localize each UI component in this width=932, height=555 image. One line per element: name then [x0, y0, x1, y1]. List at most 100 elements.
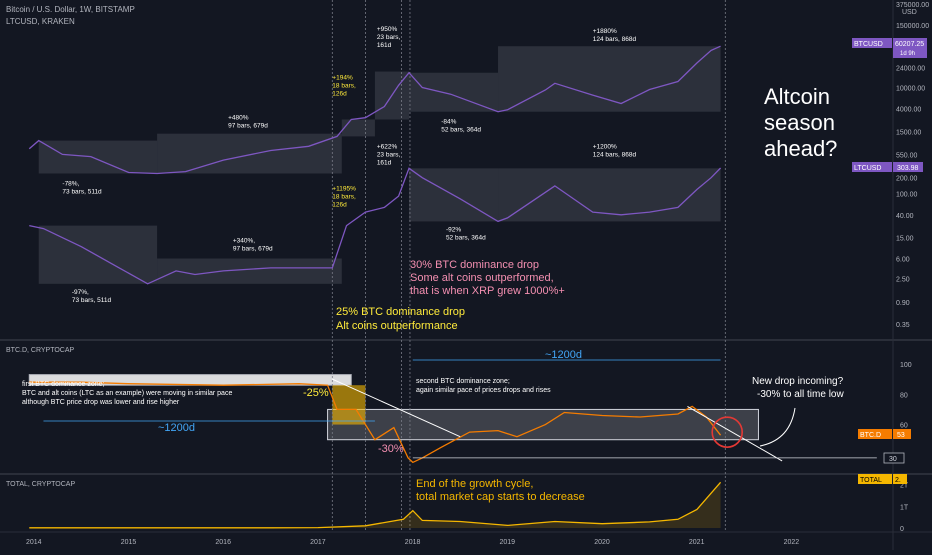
range-annotation-ltc-run-2017a: +1195%: [332, 185, 356, 192]
total-pane-title[interactable]: TOTAL, CRYPTOCAP: [6, 481, 75, 488]
time-tick-label: 2020: [594, 539, 610, 546]
price-tick-label: 4000.00: [896, 107, 921, 114]
price-tick-label: 10000.00: [896, 86, 925, 93]
range-annotation-btc-bull-2019: 124 bars, 868d: [593, 36, 637, 43]
yellow-note-line-1: 25% BTC dominance drop: [336, 306, 465, 318]
range-annotation-ltc-bear-2014: 73 bars, 511d: [72, 297, 112, 304]
price-tick-label: 550.00: [896, 152, 918, 159]
btcd-price-badge[interactable]: BTC.D 53: [858, 429, 911, 439]
days-left-label: ~1200d: [158, 422, 195, 434]
range-annotation-btc-run-2017a: +194%: [332, 75, 353, 82]
time-tick-label: 2014: [26, 539, 42, 546]
minus30-label: -30%: [378, 443, 404, 455]
btc-price-line: [28, 45, 721, 175]
range-box: [157, 133, 342, 174]
btcd-badge-label: BTC.D: [860, 432, 881, 439]
range-annotation-ltc-run-2017b: 23 bars,: [377, 151, 401, 158]
btc-badge-countdown: 1d 9h: [900, 51, 915, 57]
time-tick-label: 2021: [689, 539, 705, 546]
highlight-circle: [711, 416, 744, 448]
level-30-badge[interactable]: 30: [883, 452, 905, 464]
zone1-line-1: first BTC dominance zone;: [22, 381, 105, 388]
pink-note-line-1: 30% BTC dominance drop: [410, 259, 539, 271]
ltc-badge-label: LTCUSD: [854, 165, 881, 172]
overlay-title[interactable]: LTCUSD, KRAKEN: [6, 17, 75, 26]
annotations: -78%,73 bars, 511d+480%97 bars, 679d+194…: [43, 26, 877, 462]
range-annotation-ltc-run-2017a: 126d: [332, 201, 347, 208]
range-box: [498, 168, 721, 222]
growth-end-line-2: total market cap starts to decrease: [416, 491, 585, 503]
ltc-price-line: [29, 167, 722, 285]
price-tick-label: 6.00: [896, 257, 910, 264]
range-annotation-btc-bear-2018: -84%: [441, 119, 456, 126]
price-tick-label: 375000.00: [896, 2, 929, 9]
time-tick-label: 2018: [405, 539, 421, 546]
range-annotation-btc-bear-2018: 52 bars, 364d: [441, 127, 481, 134]
total-tick-label: 1T: [900, 504, 909, 511]
altseason-callout: Altcoin season ahead?: [764, 84, 837, 161]
dominance-pane-title[interactable]: BTC.D, CRYPTOCAP: [6, 347, 75, 354]
total-badge-value: 2.: [895, 477, 901, 484]
series-layer: [28, 45, 722, 529]
pink-note-line-3: that is when XRP grew 1000%+: [410, 285, 565, 297]
price-tick-label: 40.00: [896, 213, 914, 220]
symbol-title[interactable]: Bitcoin / U.S. Dollar, 1W, BITSTAMP: [6, 5, 135, 14]
range-annotation-ltc-run-2017b: +622%: [377, 143, 398, 150]
range-box: [341, 119, 375, 137]
new-drop-arrow: [759, 407, 796, 447]
new-drop-line-1: New drop incoming?: [752, 376, 844, 387]
price-tick-label: 24000.00: [896, 65, 925, 72]
altseason-line-3: ahead?: [764, 136, 837, 161]
price-tick-label: 15.00: [896, 235, 914, 242]
zone2-line-1: second BTC dominance zone;: [416, 378, 510, 385]
range-annotation-ltc-bear-2014: -97%,: [72, 289, 89, 296]
new-drop-line-2: -30% to all time low: [757, 389, 844, 400]
btc-badge-label: BTCUSD: [854, 41, 883, 48]
minus25-label: -25%: [303, 387, 329, 399]
range-annotation-ltc-bear-2018: -92%: [446, 226, 461, 233]
range-annotation-btc-run-2017b: 161d: [377, 42, 392, 49]
range-annotation-btc-run-2017b: 23 bars,: [377, 34, 401, 41]
price-tick-label: 100.00: [896, 192, 918, 199]
total-tick-label: 0: [900, 526, 904, 533]
range-annotation-btc-bull-2015: +480%: [228, 115, 249, 122]
pink-note-line-2: Some alt coins outperformed,: [410, 272, 554, 284]
price-tick-label: 1500.00: [896, 129, 921, 136]
range-annotation-ltc-run-2017a: 18 bars,: [332, 193, 356, 200]
zone1-line-3: although BTC price drop was lower and ri…: [22, 399, 180, 406]
range-annotation-ltc-bull-2015: 97 bars, 679d: [233, 246, 273, 253]
total-tick-label: 2T: [900, 483, 909, 490]
range-annotation-ltc-bull-2015: +340%,: [233, 238, 255, 245]
price-tick-label: 150000.00: [896, 23, 929, 30]
range-box: [409, 72, 499, 112]
range-annotation-ltc-bear-2018: 52 bars, 364d: [446, 234, 486, 241]
dominance-trend-line: [332, 378, 461, 438]
zone2-note: second BTC dominance zone; again similar…: [416, 378, 551, 394]
zone1-note: first BTC dominance zone; BTC and alt co…: [22, 381, 232, 406]
days-right-label: ~1200d: [545, 349, 582, 361]
btcd-badge-value: 53: [897, 432, 905, 439]
range-annotation-ltc-run-2017b: 161d: [377, 159, 392, 166]
time-tick-label: 2022: [784, 539, 800, 546]
range-box: [498, 46, 721, 112]
yellow-note-line-2: Alt coins outperformance: [336, 320, 458, 332]
range-annotation-ltc-bull-2019: +1200%: [593, 143, 617, 150]
total-price-badge[interactable]: TOTAL 2.: [858, 474, 907, 484]
total-badge-label: TOTAL: [860, 477, 882, 484]
ltc-price-badge[interactable]: LTCUSD 303.98: [852, 162, 923, 172]
btc-price-badge[interactable]: BTCUSD 60207.25 1d 9h: [852, 38, 927, 58]
range-annotation-btc-bear-2014: 73 bars, 511d: [62, 188, 102, 195]
growth-end-note: End of the growth cycle, total market ca…: [416, 478, 585, 503]
currency-label: USD: [902, 9, 917, 16]
range-annotation-btc-bear-2014: -78%,: [62, 180, 79, 187]
range-box: [157, 258, 342, 284]
price-tick-label: 0.90: [896, 300, 910, 307]
time-tick-label: 2017: [310, 539, 326, 546]
growth-end-line-1: End of the growth cycle,: [416, 478, 533, 490]
range-annotation-btc-run-2017a: 18 bars,: [332, 83, 356, 90]
range-annotation-btc-run-2017a: 126d: [332, 91, 347, 98]
yellow-note: 25% BTC dominance drop Alt coins outperf…: [336, 306, 465, 332]
price-tick-label: 2.50: [896, 277, 910, 284]
